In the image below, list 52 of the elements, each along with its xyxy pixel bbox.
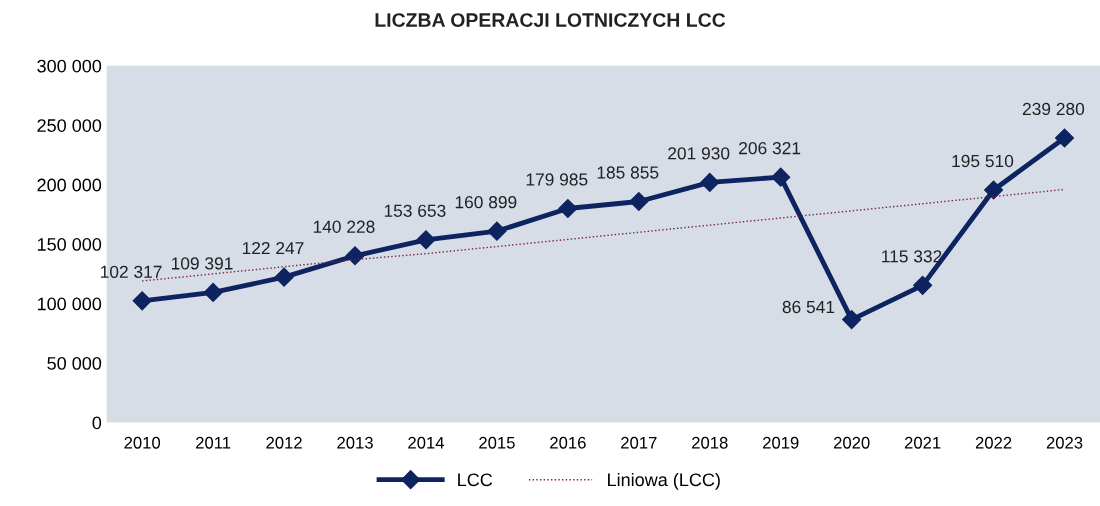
data-label: 160 899 [455, 196, 517, 209]
point [771, 167, 791, 187]
y-tick-label: 250 000 [37, 119, 102, 132]
x-tick-label: 2022 [975, 436, 1012, 449]
x-tick-label: 2011 [196, 436, 231, 449]
point [487, 221, 507, 241]
data-label: 115 332 [882, 250, 942, 263]
x-tick-label: 2017 [621, 436, 657, 449]
point [558, 198, 578, 219]
x-tick-label: 2019 [763, 436, 799, 449]
point [1054, 128, 1075, 148]
data-label: 109 391 [171, 257, 233, 270]
y-tick-label: 100 000 [37, 297, 102, 311]
x-tick-label: 2010 [124, 436, 161, 449]
point [913, 275, 933, 295]
data-label: 179 985 [526, 173, 588, 186]
y-tick-label: 0 [92, 416, 102, 430]
data-label: 102 317 [101, 265, 162, 278]
data-label: 239 280 [1022, 102, 1085, 116]
x-tick-label: 2014 [408, 436, 445, 449]
legend-label: Liniowa (LCC) [608, 472, 720, 490]
point [132, 291, 152, 311]
point [984, 180, 1004, 200]
y-tick-label: 150 000 [37, 238, 102, 251]
x-tick-label: 2021 [904, 436, 941, 449]
point [203, 282, 223, 302]
x-tick-label: 2018 [692, 436, 728, 449]
data-label: 206 321 [739, 142, 801, 155]
data-label: 201 930 [668, 147, 730, 160]
data-label: 122 247 [242, 241, 304, 255]
data-label: 86 541 [782, 300, 835, 314]
point [416, 230, 436, 250]
point [700, 172, 720, 192]
y-tick-label: 300 000 [37, 59, 102, 73]
x-tick-label: 2020 [833, 436, 870, 449]
x-tick-label: 2013 [337, 436, 373, 449]
y-tick-label: 50 000 [47, 356, 102, 370]
x-tick-label: 2016 [550, 436, 586, 449]
data-label: 140 228 [313, 220, 375, 233]
y-tick-label: 200 000 [37, 178, 102, 192]
point [629, 191, 649, 212]
point [345, 246, 365, 266]
data-label: 185 855 [597, 166, 659, 179]
x-tick-label: 2012 [266, 436, 302, 449]
data-label: 153 653 [384, 204, 446, 217]
x-tick-label: 2023 [1046, 436, 1083, 449]
chart-title: LICZBA OPERACJI LOTNICZYCH LCC [375, 13, 726, 27]
point [842, 310, 862, 330]
data-label: 195 510 [952, 154, 1014, 168]
legend-label: LCC [458, 473, 493, 487]
x-tick-label: 2015 [479, 436, 515, 449]
point [274, 267, 294, 287]
